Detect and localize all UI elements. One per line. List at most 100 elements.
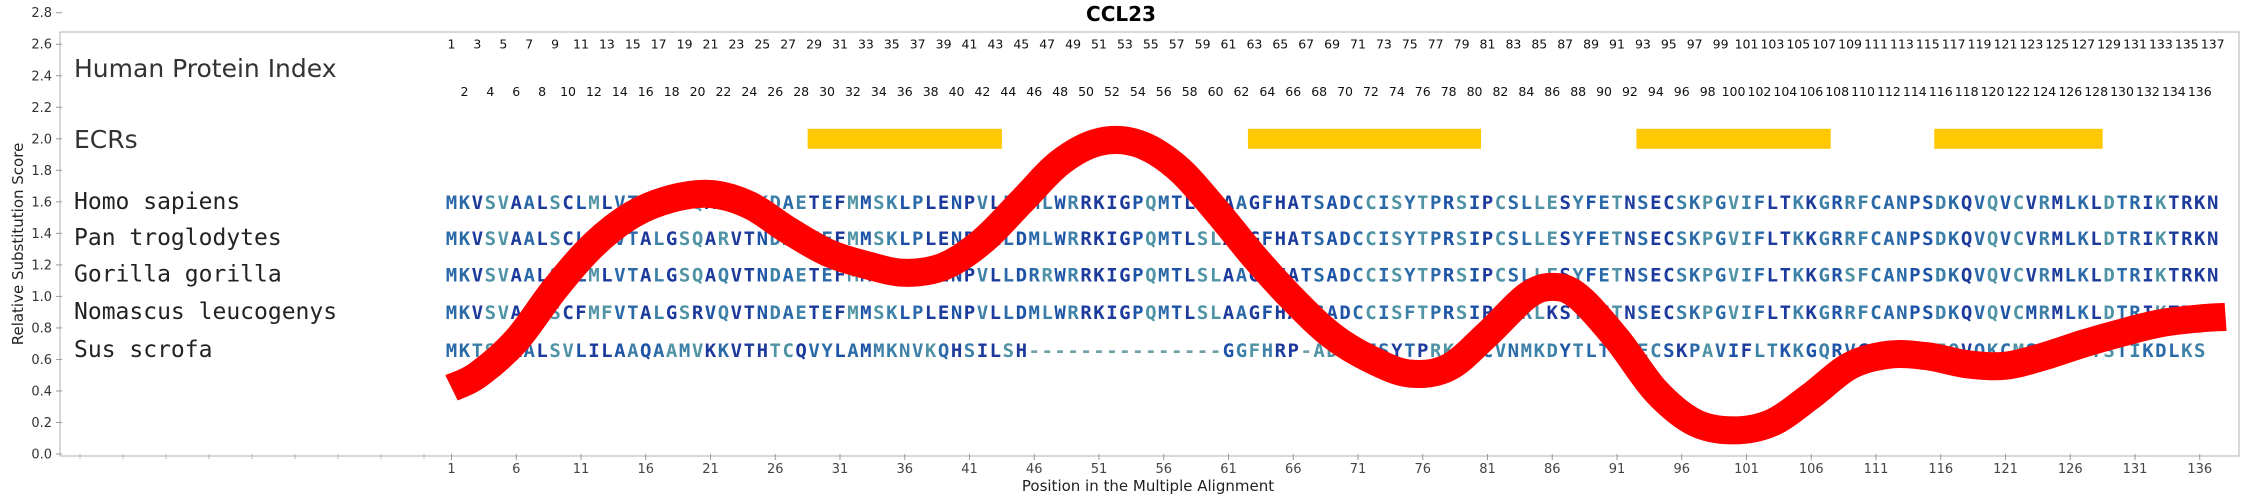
residue: P <box>1132 302 1143 324</box>
protein-index-number: 110 <box>1851 84 1875 99</box>
residue: R <box>1080 302 1092 324</box>
residue: S <box>1456 192 1467 214</box>
residue: A <box>640 302 652 324</box>
residue: F <box>1741 340 1752 362</box>
residue: L <box>1210 302 1221 324</box>
residue: I <box>1741 302 1752 324</box>
residue: S <box>1197 264 1208 286</box>
residue: Y <box>1404 192 1416 214</box>
residue: K <box>2194 228 2206 250</box>
protein-index-number: 48 <box>1052 84 1068 99</box>
y-tick-label: 2.6 <box>31 38 52 53</box>
residue: K <box>2077 192 2089 214</box>
residue: T <box>2116 302 2127 324</box>
residue: C <box>1870 264 1881 286</box>
residue: R <box>2039 302 2051 324</box>
residue: R <box>1080 228 1092 250</box>
residue: C <box>1352 228 1363 250</box>
residue: L <box>536 228 547 250</box>
x-tick-label: 136 <box>2187 462 2212 477</box>
residue: V <box>912 340 923 362</box>
residue: A <box>523 228 535 250</box>
residue: M <box>446 264 457 286</box>
residue: A <box>1326 192 1338 214</box>
residue: R <box>1067 192 1079 214</box>
x-axis: 1 6 11 16 21 26 31 36 41 46 51 56 61 66 71 76 81 86 91 96 10… <box>79 454 2212 477</box>
residue: E <box>1547 228 1558 250</box>
residue: C <box>2013 264 2024 286</box>
protein-index-number: 99 <box>1713 37 1729 52</box>
protein-index-number: 15 <box>625 37 641 52</box>
residue: M <box>446 340 457 362</box>
residue: M <box>873 340 884 362</box>
residue: T <box>1300 264 1311 286</box>
protein-index-number: 72 <box>1363 84 1379 99</box>
residue: G <box>1715 264 1726 286</box>
residue: C <box>1365 228 1376 250</box>
residue: S <box>873 302 884 324</box>
residue: L <box>601 264 612 286</box>
protein-index-number: 50 <box>1078 84 1094 99</box>
residue: H <box>951 340 962 362</box>
residue: H <box>1275 228 1286 250</box>
protein-index-number: 23 <box>728 37 744 52</box>
ecr-bar <box>1636 128 1831 149</box>
protein-index-number: 6 <box>512 84 520 99</box>
residue: Y <box>1572 192 1584 214</box>
y-tick-label: 1.6 <box>31 195 52 210</box>
residue: G <box>666 302 677 324</box>
residue: F <box>601 302 612 324</box>
residue: S <box>1456 264 1467 286</box>
residue: C <box>1663 264 1674 286</box>
residue: I <box>2129 340 2140 362</box>
residue: S <box>1844 264 1855 286</box>
species-label: Pan troglodytes <box>74 225 282 251</box>
residue: M <box>860 340 871 362</box>
residue: S <box>1676 264 1687 286</box>
residue: H <box>1275 302 1286 324</box>
residue: Q <box>1974 340 1985 362</box>
residue: L <box>1184 228 1195 250</box>
protein-index-number: 134 <box>2162 84 2186 99</box>
residue: L <box>2065 264 2076 286</box>
residue: T <box>1300 192 1311 214</box>
residue: V <box>498 228 509 250</box>
residue: E <box>821 264 832 286</box>
residue: I <box>1469 228 1480 250</box>
score-curve <box>445 125 2227 445</box>
protein-index-number: 83 <box>1505 37 1521 52</box>
residue: T <box>744 264 755 286</box>
residue: K <box>2155 264 2167 286</box>
residue: T <box>627 228 638 250</box>
residue: K <box>1689 192 1701 214</box>
protein-index-number: 129 <box>2097 37 2121 52</box>
residue: S <box>1922 192 1933 214</box>
residue: L <box>1041 228 1052 250</box>
protein-index-number: 123 <box>2019 37 2043 52</box>
residue: S <box>1391 264 1402 286</box>
residue: G <box>1818 302 1829 324</box>
protein-index-number: 65 <box>1272 37 1288 52</box>
residue: P <box>1132 228 1143 250</box>
residue: I <box>2142 228 2153 250</box>
residue: V <box>1974 228 1985 250</box>
residue: V <box>2000 264 2011 286</box>
residue: A <box>666 340 678 362</box>
residue: F <box>1857 228 1868 250</box>
protein-index-number: 84 <box>1518 84 1534 99</box>
residue: Q <box>1987 228 1998 250</box>
protein-index-number: 92 <box>1622 84 1638 99</box>
protein-index-number: 109 <box>1838 37 1862 52</box>
residue: E <box>795 302 806 324</box>
residue: A <box>1236 192 1248 214</box>
x-tick-label: 121 <box>1993 462 2018 477</box>
residue: Y <box>1404 228 1416 250</box>
residue: A <box>640 228 652 250</box>
residue: C <box>1870 302 1881 324</box>
protein-index-number: 108 <box>1825 84 1849 99</box>
residue: K <box>1948 302 1960 324</box>
residue: P <box>1689 340 1700 362</box>
residue: R <box>1844 302 1856 324</box>
residue: T <box>1417 264 1428 286</box>
residue: Q <box>640 340 651 362</box>
